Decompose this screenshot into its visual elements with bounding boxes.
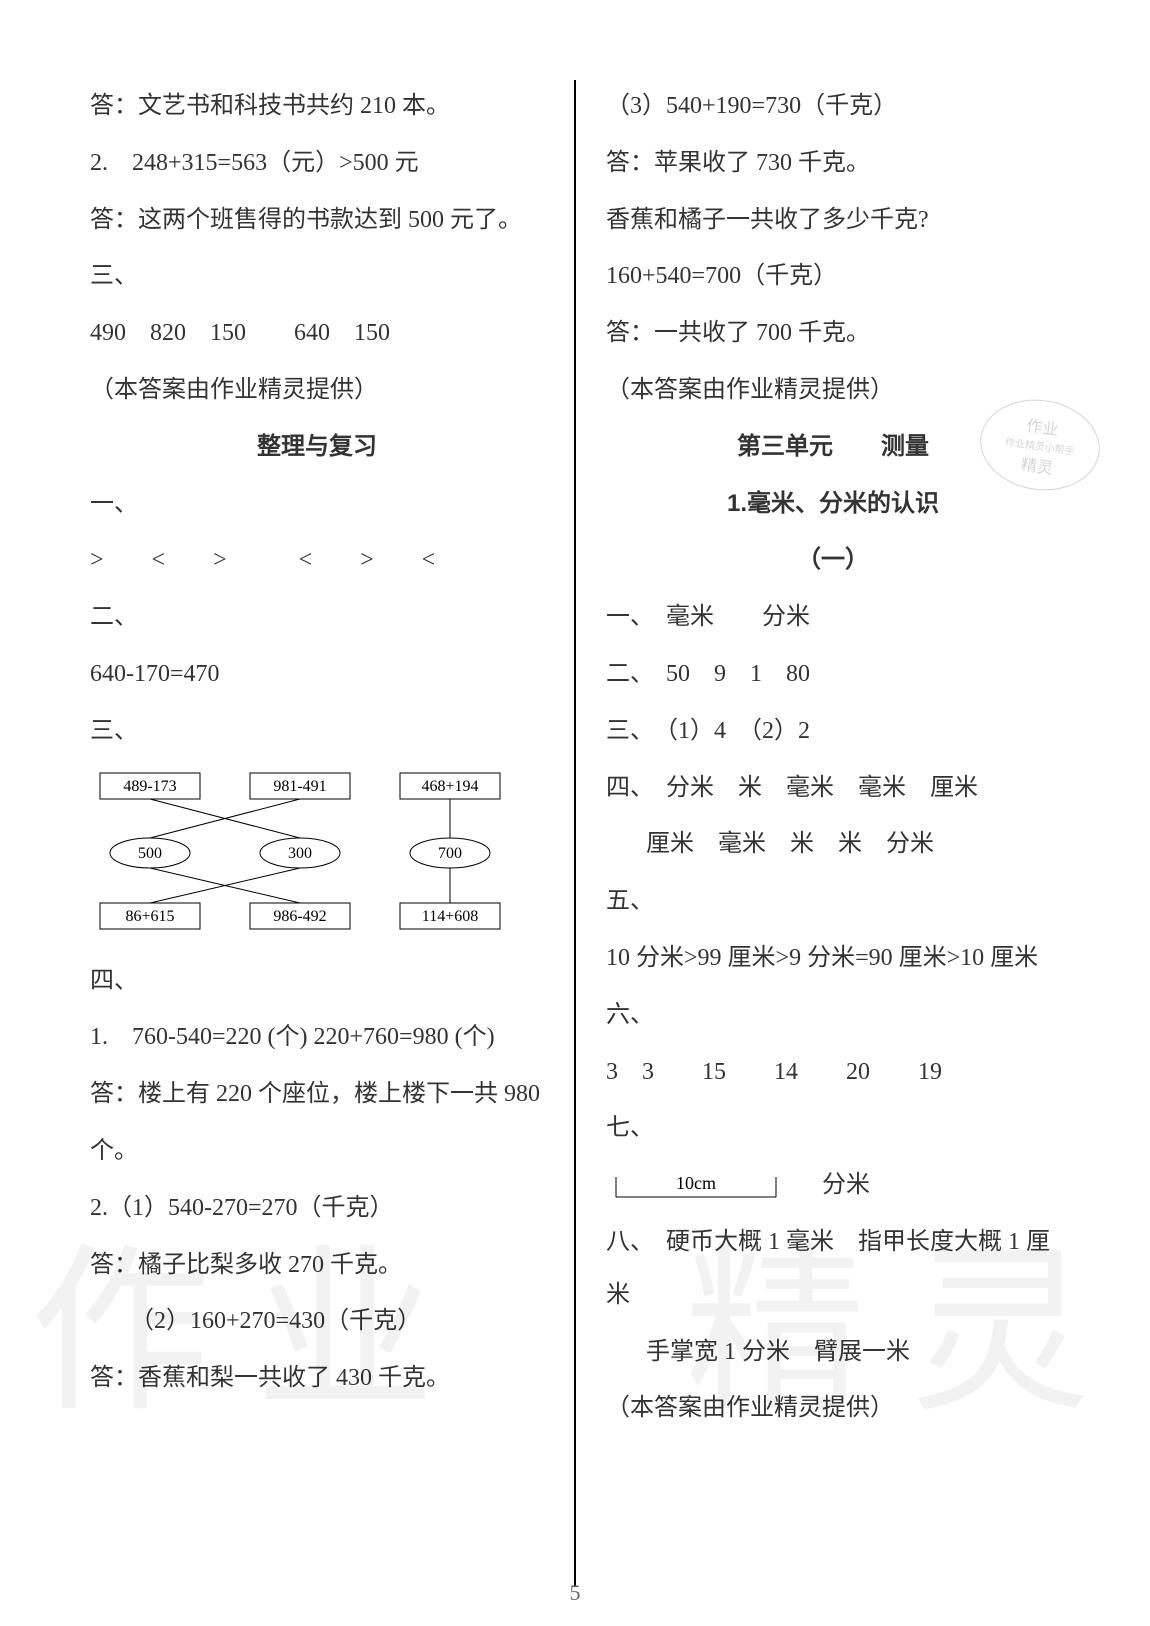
text-line: 四、 分米 米 毫米 毫米 厘米	[606, 762, 1060, 815]
text-line: 个。	[90, 1125, 544, 1178]
stamp-icon: 作业 作业精灵小帮手 精灵	[974, 392, 1105, 498]
page-container: 答：文艺书和科技书共约 210 本。 2. 248+315=563（元）>500…	[90, 80, 1060, 1586]
text-line: 一、 毫米 分米	[606, 591, 1060, 644]
section-heading: 1.毫米、分米的认识	[606, 478, 1060, 531]
text-line: 二、 50 9 1 80	[606, 648, 1060, 701]
text-line: 三、 （1）4 （2）2	[606, 705, 1060, 758]
page-number: 5	[570, 1580, 581, 1606]
text-line: 答：一共收了 700 千克。	[606, 307, 1060, 360]
text-line: 六、	[606, 989, 1060, 1042]
svg-text:700: 700	[438, 845, 462, 862]
text-line: 七、	[606, 1102, 1060, 1155]
text-line: 二、	[90, 591, 544, 644]
text-line: 八、 硬币大概 1 毫米 指甲长度大概 1 厘米	[606, 1216, 1060, 1322]
svg-text:981-491: 981-491	[273, 778, 326, 795]
svg-text:300: 300	[288, 845, 312, 862]
left-column: 答：文艺书和科技书共约 210 本。 2. 248+315=563（元）>500…	[90, 80, 544, 1586]
subsection-heading: （一）	[606, 534, 1060, 587]
text-line: （2）160+270=430（千克）	[90, 1295, 544, 1348]
text-line: 五、	[606, 875, 1060, 928]
stamp-bot: 精灵	[1020, 450, 1055, 478]
text-line: 答：香蕉和梨一共收了 430 千克。	[90, 1352, 544, 1405]
text-line: > < > < > <	[90, 534, 544, 587]
text-line: 香蕉和橘子一共收了多少千克?	[606, 194, 1060, 247]
text-line: （3）540+190=730（千克）	[606, 80, 1060, 133]
text-line: 答：楼上有 220 个座位，楼上楼下一共 980	[90, 1068, 544, 1121]
unit-label: 分米	[822, 1172, 870, 1198]
matching-diagram: 489-173 981-491 468+194 500 300 700 86+6…	[90, 768, 544, 945]
svg-text:468+194: 468+194	[421, 778, 478, 795]
svg-text:986-492: 986-492	[273, 908, 326, 925]
text-line: （本答案由作业精灵提供）	[90, 364, 544, 417]
text-line: 一、	[90, 478, 544, 531]
text-line: 10 分米>99 厘米>9 分米=90 厘米>10 厘米	[606, 932, 1060, 985]
text-line: 手掌宽 1 分米 臂展一米	[606, 1326, 1060, 1379]
text-line: 三、	[90, 705, 544, 758]
right-column: （3）540+190=730（千克） 答：苹果收了 730 千克。 香蕉和橘子一…	[606, 80, 1060, 1586]
ruler-line: 10cm 分米	[606, 1159, 1060, 1212]
text-line: （本答案由作业精灵提供）	[606, 1382, 1060, 1435]
text-line: 三、	[90, 250, 544, 303]
section-heading: 整理与复习	[90, 421, 544, 474]
text-line: 四、	[90, 955, 544, 1008]
text-line: 640-170=470	[90, 648, 544, 701]
svg-text:86+615: 86+615	[125, 908, 174, 925]
text-line: 2.（1）540-270=270（千克）	[90, 1182, 544, 1235]
svg-text:10cm: 10cm	[676, 1173, 716, 1193]
text-line: 厘米 毫米 米 米 分米	[606, 818, 1060, 871]
text-line: 3 3 15 14 20 19	[606, 1046, 1060, 1099]
text-line: 1. 760-540=220 (个) 220+760=980 (个)	[90, 1011, 544, 1064]
text-line: 2. 248+315=563（元）>500 元	[90, 137, 544, 190]
svg-text:489-173: 489-173	[123, 778, 176, 795]
text-line: 答：橘子比梨多收 270 千克。	[90, 1239, 544, 1292]
text-line: 490 820 150 640 150	[90, 307, 544, 360]
text-line: 答：文艺书和科技书共约 210 本。	[90, 80, 544, 133]
column-divider	[574, 80, 576, 1586]
text-line: 答：这两个班售得的书款达到 500 元了。	[90, 194, 544, 247]
text-line: 答：苹果收了 730 千克。	[606, 137, 1060, 190]
text-line: 160+540=700（千克）	[606, 250, 1060, 303]
svg-text:500: 500	[138, 845, 162, 862]
svg-text:114+608: 114+608	[422, 908, 478, 925]
